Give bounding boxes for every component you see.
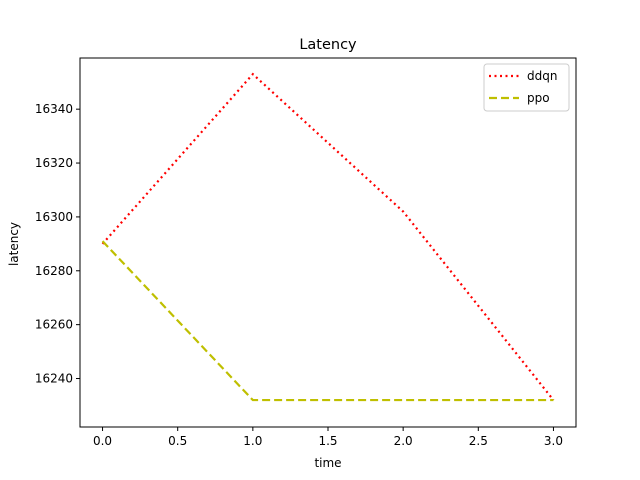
y-tick-label: 16340: [35, 102, 73, 116]
legend-label-ppo: ppo: [527, 91, 550, 105]
chart-title: Latency: [299, 37, 357, 53]
x-tick-label: 1.0: [243, 434, 262, 448]
legend-label-ddqn: ddqn: [527, 69, 557, 83]
series-line-ddqn: [101, 72, 555, 401]
x-axis-label: time: [314, 456, 341, 470]
axes-frame: [79, 57, 577, 428]
x-axis-ticks: 0.0 0.5 1.0 1.5 2.0 2.5 3.0: [93, 427, 563, 448]
y-tick-label: 16260: [35, 318, 73, 332]
x-tick-label: 2.0: [394, 434, 413, 448]
legend: ddqn ppo: [483, 63, 570, 112]
y-axis-ticks: 16240 16260 16280 16300 16320 16340: [35, 102, 80, 386]
x-tick-label: 0.5: [168, 434, 187, 448]
y-tick-label: 16320: [35, 156, 73, 170]
plot-area: [101, 72, 555, 402]
legend-box: [483, 63, 570, 112]
y-tick-label: 16300: [35, 210, 73, 224]
y-axis-label: latency: [7, 222, 21, 266]
series-line-ppo: [101, 240, 554, 402]
x-tick-label: 1.5: [318, 434, 337, 448]
x-tick-label: 0.0: [93, 434, 112, 448]
x-tick-label: 3.0: [544, 434, 563, 448]
y-tick-label: 16240: [35, 372, 73, 386]
x-tick-label: 2.5: [469, 434, 488, 448]
y-tick-label: 16280: [35, 264, 73, 278]
